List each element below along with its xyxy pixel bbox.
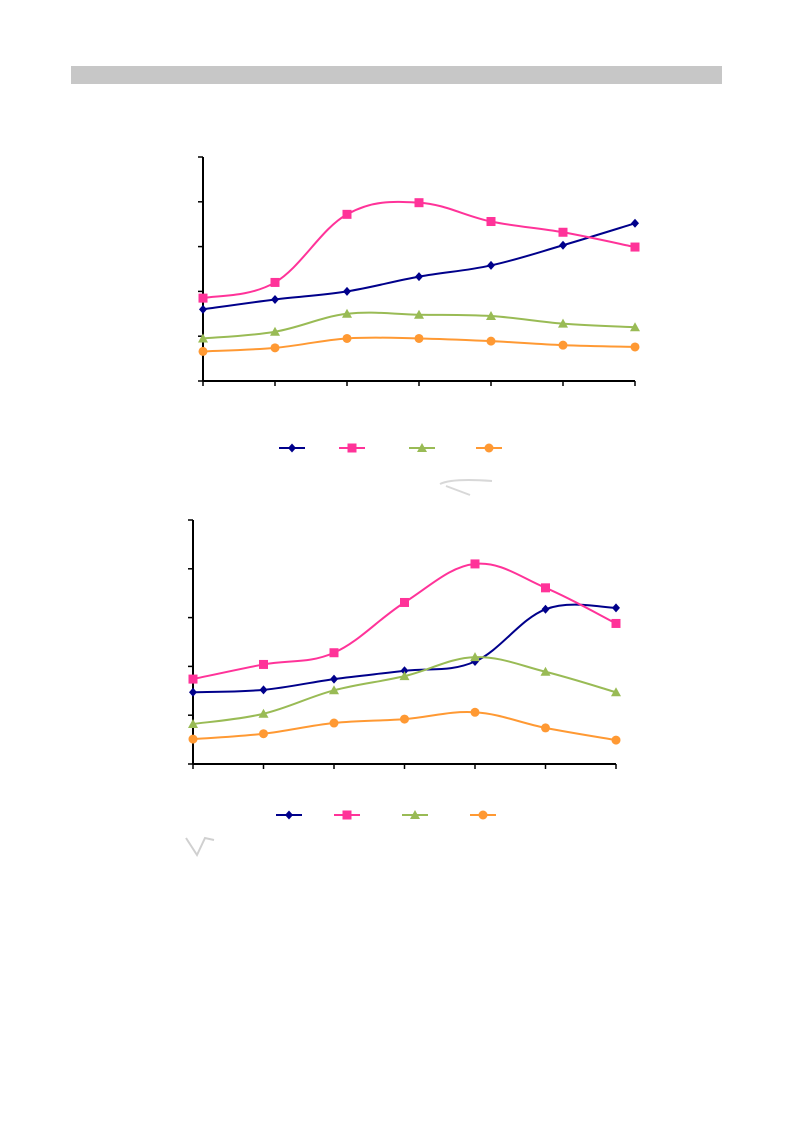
data-point bbox=[558, 318, 568, 328]
data-point bbox=[611, 687, 621, 697]
data-point bbox=[541, 723, 550, 733]
data-point bbox=[271, 294, 279, 304]
data-point bbox=[559, 240, 567, 250]
data-point bbox=[399, 671, 410, 681]
data-point bbox=[198, 333, 208, 343]
data-point bbox=[470, 652, 480, 662]
data-point bbox=[330, 674, 338, 684]
decorative-stroke-2 bbox=[185, 836, 215, 858]
data-point bbox=[188, 718, 198, 728]
data-point bbox=[258, 708, 269, 718]
data-point bbox=[415, 272, 423, 282]
data-point bbox=[558, 227, 568, 237]
data-point bbox=[342, 333, 352, 343]
data-point bbox=[199, 304, 207, 314]
data-point bbox=[259, 685, 268, 695]
data-point bbox=[259, 659, 268, 669]
data-point bbox=[414, 333, 424, 343]
data-point bbox=[470, 707, 480, 717]
series-2 bbox=[188, 559, 621, 684]
decorative-stroke-1 bbox=[439, 479, 493, 496]
data-point bbox=[630, 342, 640, 352]
series-1 bbox=[189, 603, 620, 697]
data-point bbox=[343, 286, 351, 296]
data-point bbox=[188, 674, 198, 684]
series-3 bbox=[198, 308, 640, 343]
data-point bbox=[329, 648, 339, 658]
legend-marker bbox=[342, 810, 352, 820]
data-point bbox=[342, 308, 352, 318]
series-3 bbox=[188, 652, 621, 728]
data-point bbox=[611, 735, 621, 745]
data-point bbox=[486, 336, 496, 346]
data-point bbox=[270, 277, 280, 287]
legend-marker bbox=[417, 443, 427, 452]
legend-key-4 bbox=[470, 810, 496, 820]
data-point bbox=[342, 209, 352, 219]
data-point bbox=[612, 603, 620, 613]
data-point bbox=[400, 597, 409, 607]
legend-key-4 bbox=[476, 443, 502, 453]
data-point bbox=[541, 583, 550, 593]
data-point bbox=[486, 311, 496, 321]
data-point bbox=[270, 326, 280, 336]
legend-key-1 bbox=[276, 810, 302, 820]
data-point bbox=[414, 309, 424, 319]
data-point bbox=[329, 718, 339, 728]
data-point bbox=[630, 322, 640, 332]
data-point bbox=[188, 734, 198, 744]
legend-marker bbox=[478, 810, 488, 820]
legend-marker bbox=[347, 443, 357, 453]
series-2 bbox=[198, 198, 640, 303]
data-point bbox=[198, 346, 208, 356]
header-bar bbox=[71, 66, 722, 84]
data-point bbox=[486, 217, 496, 227]
data-point bbox=[630, 242, 640, 252]
data-point bbox=[270, 343, 280, 353]
data-point bbox=[631, 218, 639, 228]
data-point bbox=[329, 685, 339, 695]
data-point bbox=[611, 618, 621, 628]
data-point bbox=[541, 604, 550, 614]
data-point bbox=[414, 198, 424, 208]
data-point bbox=[259, 729, 268, 739]
legend-marker bbox=[288, 443, 296, 453]
series-1 bbox=[199, 218, 639, 314]
data-point bbox=[400, 666, 409, 676]
series-4 bbox=[188, 707, 621, 745]
legend-marker bbox=[285, 810, 293, 820]
legend-key-2 bbox=[339, 443, 365, 453]
data-point bbox=[558, 340, 568, 350]
data-point bbox=[540, 666, 551, 676]
legend-key-2 bbox=[334, 810, 360, 820]
data-point bbox=[198, 293, 208, 303]
series-line bbox=[192, 562, 617, 681]
legend-key-3 bbox=[402, 810, 428, 819]
data-point bbox=[470, 559, 480, 569]
legend-marker bbox=[484, 443, 494, 453]
legend-key-1 bbox=[279, 443, 305, 453]
legend-key-3 bbox=[409, 443, 435, 452]
series-4 bbox=[198, 333, 640, 356]
legend-marker bbox=[410, 810, 420, 819]
data-point bbox=[487, 260, 495, 270]
data-point bbox=[189, 687, 197, 697]
data-point bbox=[400, 714, 409, 724]
